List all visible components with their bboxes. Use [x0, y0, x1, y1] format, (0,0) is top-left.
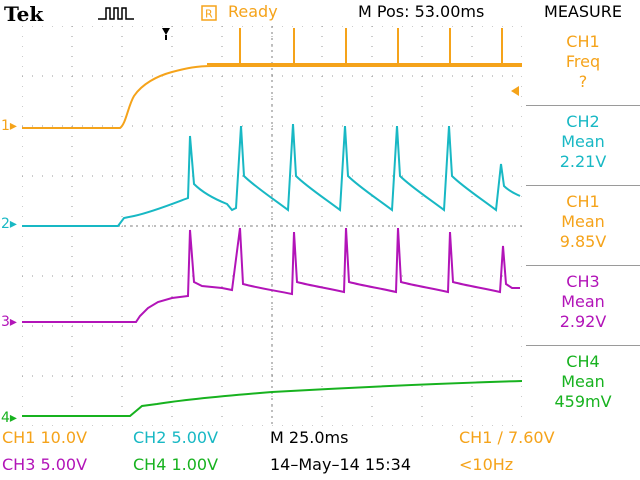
- horizontal-position-readout: M Pos: 53.00ms: [358, 2, 485, 21]
- measurement-type: Mean: [561, 212, 605, 231]
- measurement-channel: CH1: [566, 32, 600, 51]
- measurement-value: 9.85V: [559, 232, 607, 251]
- ch3-waveform: [22, 227, 520, 323]
- channel-ground-marker: 4▸: [1, 410, 17, 426]
- trigger-readout: CH1 ∕ 7.60V: [459, 428, 555, 447]
- measurement-box[interactable]: CH1 Mean 9.85V: [526, 186, 640, 264]
- measurement-box[interactable]: CH2 Mean 2.21V: [526, 106, 640, 184]
- measurement-type: Mean: [561, 372, 605, 391]
- trigger-level-marker: [511, 86, 519, 96]
- channel-marker-number: 1: [1, 118, 10, 134]
- measurement-channel: CH2: [566, 112, 600, 131]
- ch1-waveform: [22, 28, 522, 129]
- trigger-frequency-readout: <10Hz: [459, 455, 514, 474]
- acquisition-status: Ready: [228, 2, 278, 21]
- marker-arrow-icon: ▸: [9, 216, 17, 232]
- measurement-channel: CH3: [566, 272, 600, 291]
- measurement-box[interactable]: CH4 Mean 459mV: [526, 346, 640, 424]
- marker-arrow-icon: ▸: [9, 410, 17, 426]
- time-base-readout: M 25.0ms: [270, 428, 349, 447]
- measurement-separator: [526, 185, 640, 186]
- ch2-scale-readout: CH2 5.00V: [133, 428, 219, 447]
- graticule-grid: [22, 26, 522, 426]
- brand-logo: Tek: [4, 2, 44, 26]
- trigger-status-icon: R: [201, 5, 217, 21]
- date-time-readout: 14–May–14 15:34: [270, 455, 411, 474]
- channel-ground-marker: 1▸: [1, 118, 17, 134]
- measurement-type: Mean: [561, 132, 605, 151]
- channel-marker-number: 2: [1, 216, 10, 232]
- channel-marker-number: 4: [1, 410, 10, 426]
- measurement-channel: CH1: [566, 192, 600, 211]
- measurement-channel: CH4: [566, 352, 600, 371]
- svg-text:R: R: [205, 8, 213, 21]
- measurement-box[interactable]: CH3 Mean 2.92V: [526, 266, 640, 344]
- ch3-scale-readout: CH3 5.00V: [2, 455, 88, 474]
- ch1-scale-readout: CH1 10.0V: [2, 428, 88, 447]
- channel-ground-marker: 3▸: [1, 314, 17, 330]
- measurement-separator: [526, 265, 640, 266]
- marker-arrow-icon: ▸: [9, 118, 17, 134]
- top-status-bar: Tek R Ready M Pos: 53.00ms MEASURE: [0, 0, 640, 26]
- trigger-position-marker: [162, 28, 170, 35]
- marker-arrow-icon: ▸: [9, 314, 17, 330]
- channel-marker-number: 3: [1, 314, 10, 330]
- ch2-waveform: [22, 123, 521, 227]
- measurement-separator: [526, 345, 640, 346]
- measurement-type: Freq: [565, 52, 601, 71]
- measurement-value: ?: [578, 72, 588, 91]
- acquisition-run-icon: [98, 7, 134, 20]
- measurement-type: Mean: [561, 292, 605, 311]
- measurement-value: 2.92V: [559, 312, 607, 331]
- waveform-display: [22, 26, 522, 426]
- measurement-separator: [526, 105, 640, 106]
- ch4-waveform: [22, 380, 522, 417]
- measure-menu-title: MEASURE: [544, 2, 622, 21]
- ch4-scale-readout: CH4 1.00V: [133, 455, 219, 474]
- measurement-value: 2.21V: [559, 152, 607, 171]
- measurement-box[interactable]: CH1 Freq?: [526, 26, 640, 104]
- channel-ground-marker: 2▸: [1, 216, 17, 232]
- measurement-value: 459mV: [554, 392, 612, 411]
